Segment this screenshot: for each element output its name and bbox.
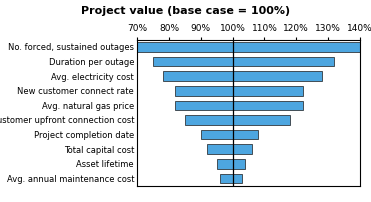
Text: Project value (base case = 100%): Project value (base case = 100%)	[81, 6, 290, 16]
Bar	[163, 72, 322, 81]
Bar	[185, 116, 290, 125]
Text: Avg. natural gas price: Avg. natural gas price	[42, 101, 134, 110]
Text: No. forced, sustained outages: No. forced, sustained outages	[8, 43, 134, 52]
Text: Avg. electricity cost: Avg. electricity cost	[51, 72, 134, 81]
Bar	[201, 130, 258, 140]
Text: Project completion date: Project completion date	[34, 130, 134, 139]
Bar	[207, 145, 252, 154]
Text: New customer connect rate: New customer connect rate	[17, 87, 134, 96]
Text: Asset lifetime: Asset lifetime	[76, 160, 134, 168]
Text: Total capital cost: Total capital cost	[64, 145, 134, 154]
Bar	[217, 159, 245, 169]
Bar	[220, 174, 242, 183]
Text: Customer upfront connection cost: Customer upfront connection cost	[0, 116, 134, 125]
Text: Avg. annual maintenance cost: Avg. annual maintenance cost	[7, 174, 134, 183]
Bar	[137, 43, 360, 52]
Text: Duration per outage: Duration per outage	[49, 58, 134, 67]
Bar	[175, 101, 303, 110]
Bar	[153, 58, 334, 67]
Bar	[175, 87, 303, 96]
